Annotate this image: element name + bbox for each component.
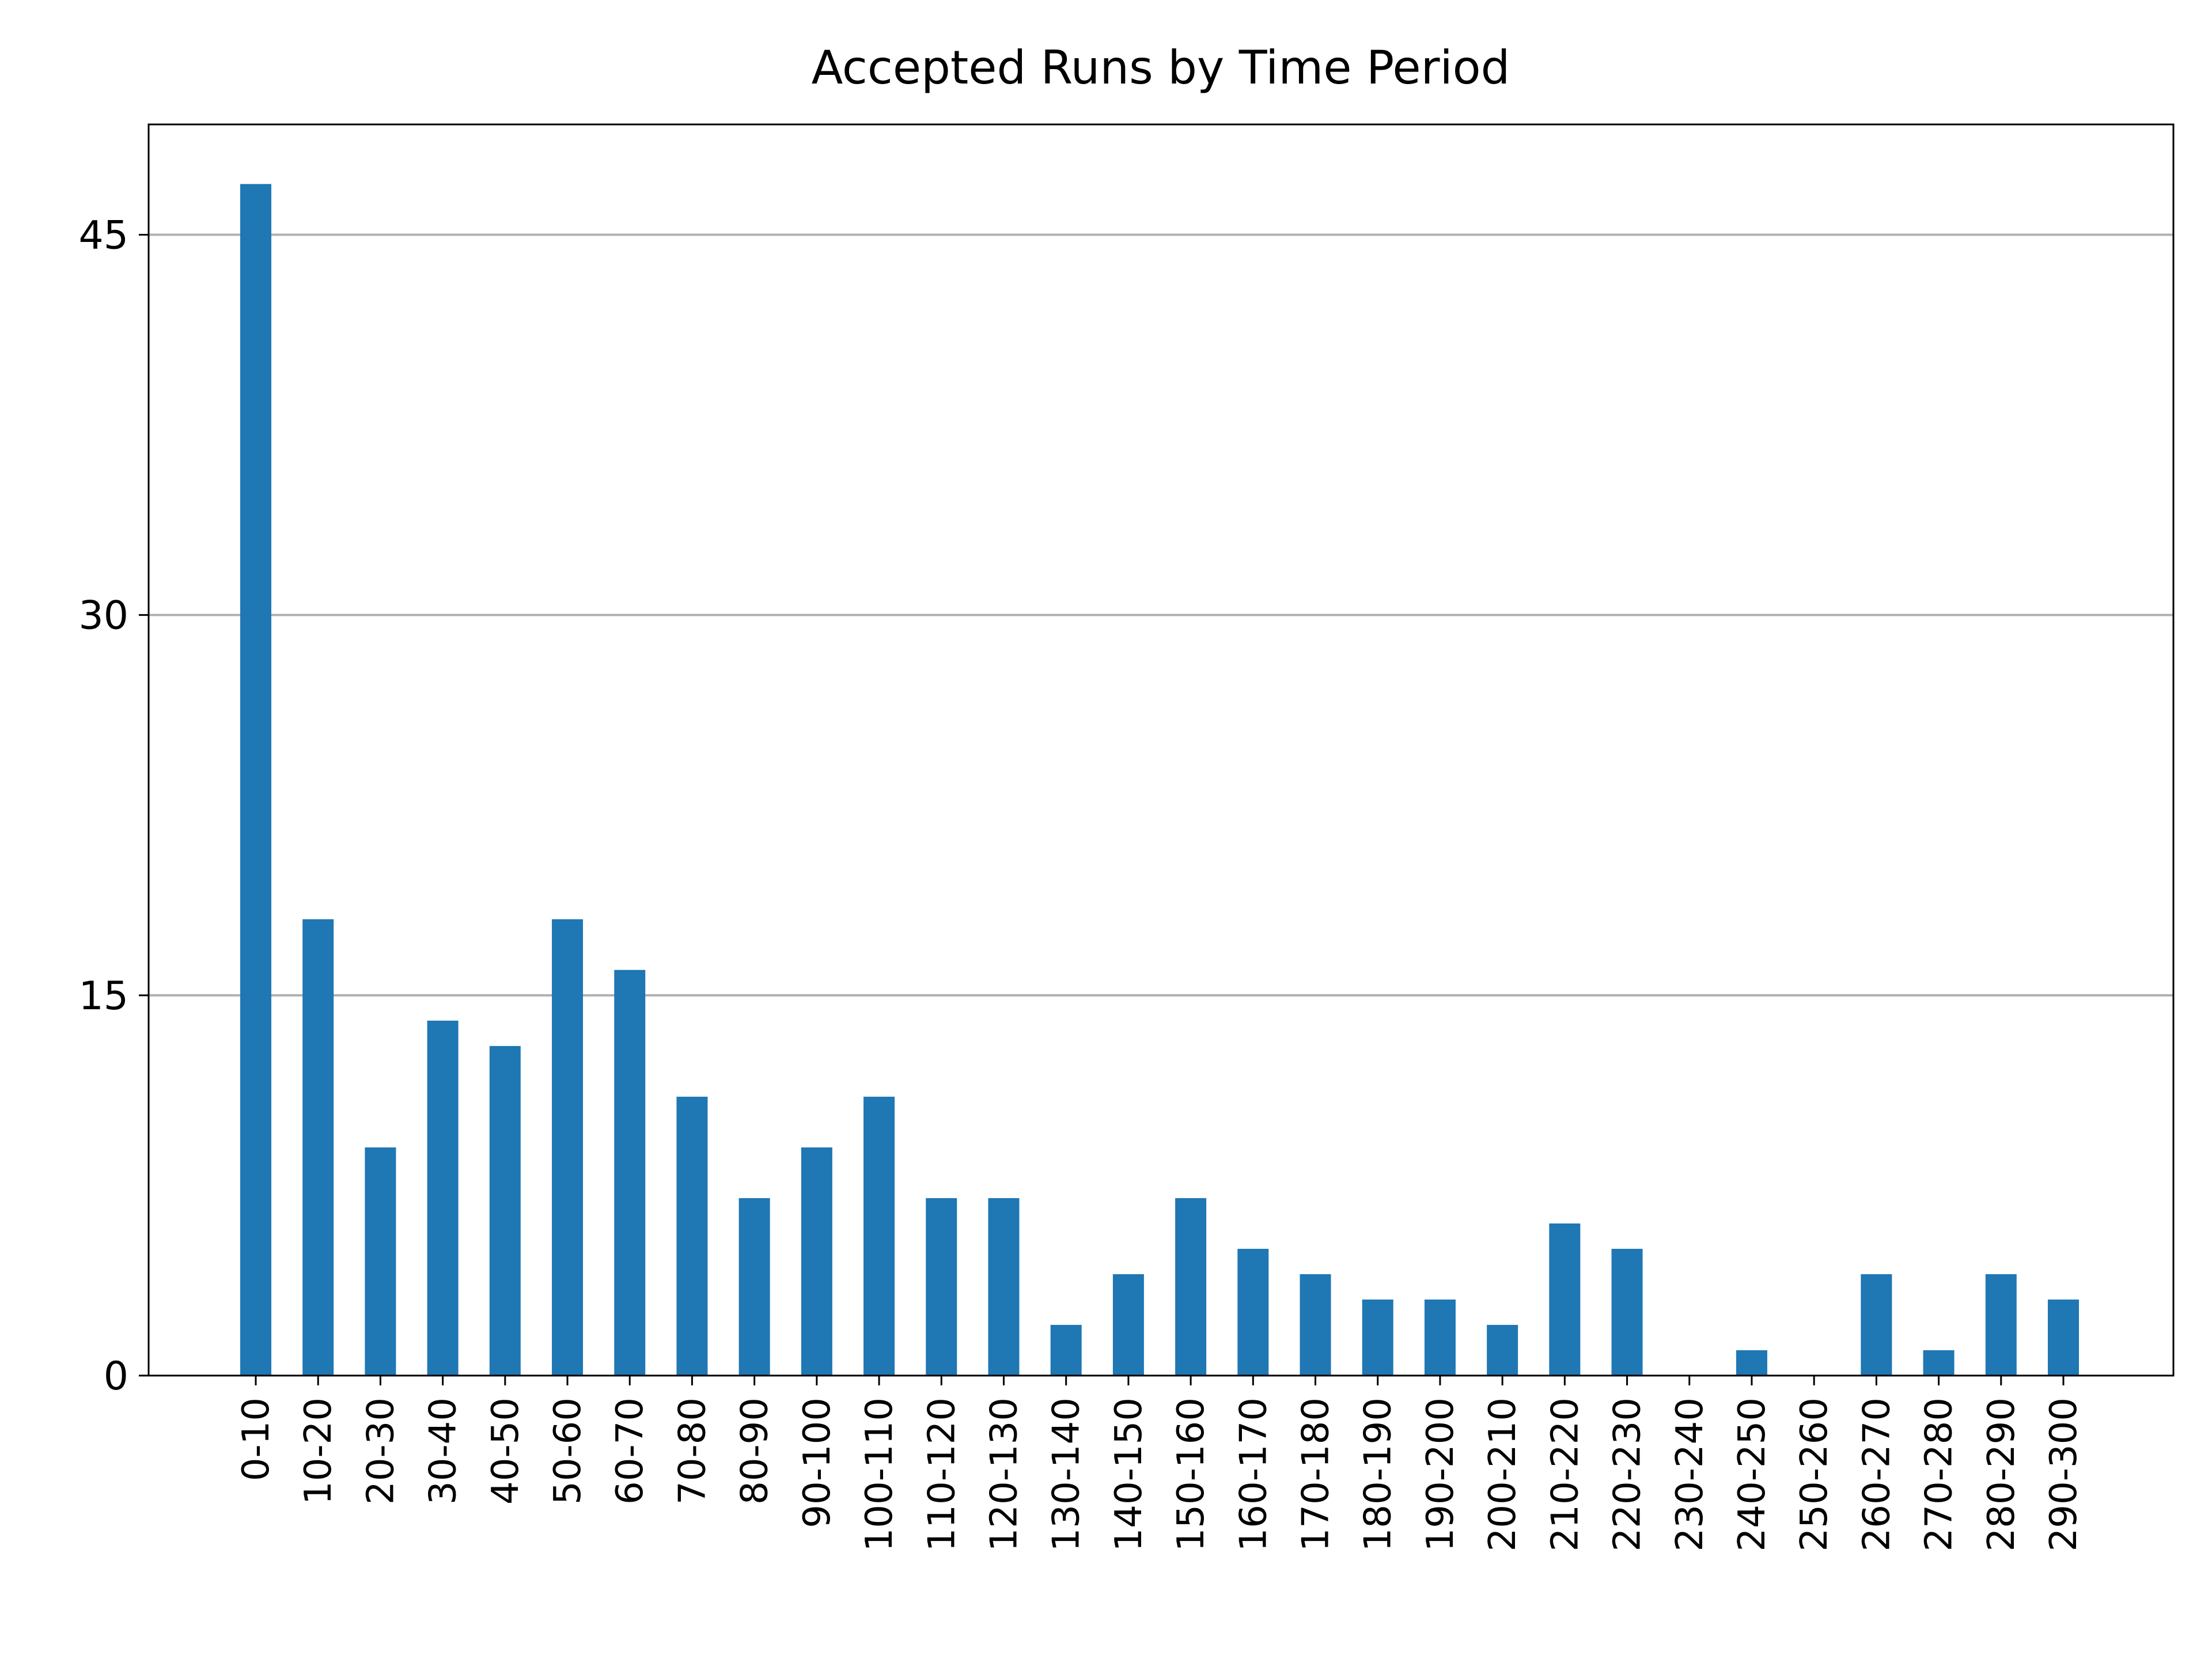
bar — [1861, 1274, 1892, 1376]
bar — [1362, 1299, 1393, 1376]
x-tick-label: 200-210 — [1482, 1397, 1524, 1551]
x-tick-label: 60-70 — [609, 1397, 652, 1505]
bar — [427, 1020, 459, 1376]
plot-frame — [147, 123, 2175, 1377]
x-tick-label: 210-220 — [1544, 1397, 1586, 1551]
x-tick-label: 140-150 — [1108, 1397, 1150, 1551]
y-tick-label: 45 — [78, 213, 128, 258]
bar — [1487, 1324, 1518, 1376]
bar — [1175, 1198, 1207, 1376]
x-tick-label: 150-160 — [1170, 1397, 1213, 1551]
bar — [614, 969, 646, 1376]
bar — [863, 1096, 895, 1376]
bar — [552, 919, 584, 1376]
x-tick-label: 190-200 — [1419, 1397, 1462, 1551]
x-tick-label: 0-10 — [235, 1397, 278, 1481]
x-tick-label: 100-110 — [858, 1397, 901, 1551]
bars — [240, 184, 2079, 1376]
bar — [676, 1096, 708, 1376]
bar — [1300, 1274, 1331, 1376]
x-tick-label: 240-250 — [1731, 1397, 1774, 1551]
bar — [240, 184, 271, 1376]
bar — [1985, 1274, 2017, 1376]
x-tick-label: 230-240 — [1669, 1397, 1711, 1551]
bar — [1549, 1223, 1581, 1376]
x-tick-label: 80-90 — [734, 1397, 777, 1505]
chart-title: Accepted Runs by Time Period — [812, 41, 1510, 94]
x-tick-label: 90-100 — [796, 1397, 839, 1528]
x-tick-label: 260-270 — [1855, 1397, 1898, 1551]
bar — [1736, 1350, 1767, 1376]
bar — [988, 1198, 1020, 1376]
gridlines — [149, 233, 2173, 997]
x-tick-label: 130-140 — [1046, 1397, 1088, 1551]
x-tick-label: 170-180 — [1295, 1397, 1338, 1551]
bar — [1424, 1299, 1456, 1376]
x-tick-label: 20-30 — [359, 1397, 402, 1505]
x-axis: 0-10 10-20 20-30 30-40 40-50 50-60 60-70 70-80 8… — [235, 1376, 2085, 1551]
x-tick-label: 40-50 — [484, 1397, 527, 1505]
x-tick-label: 270-280 — [1918, 1397, 1961, 1551]
bar — [926, 1198, 957, 1376]
x-tick-label: 120-130 — [983, 1397, 1025, 1551]
x-tick-label: 290-300 — [2043, 1397, 2085, 1551]
bar — [2048, 1299, 2079, 1376]
bar — [801, 1147, 832, 1376]
bar — [1237, 1248, 1269, 1376]
bar — [1050, 1324, 1082, 1376]
bar — [738, 1198, 770, 1376]
bar — [302, 919, 334, 1376]
y-tick-label: 30 — [78, 593, 128, 639]
bar — [1611, 1248, 1643, 1376]
x-tick-label: 220-230 — [1607, 1397, 1649, 1551]
x-tick-label: 50-60 — [547, 1397, 589, 1505]
x-tick-label: 110-120 — [921, 1397, 963, 1551]
y-axis: 0 15 30 45 — [78, 213, 149, 1399]
x-tick-label: 280-290 — [1980, 1397, 2023, 1551]
x-tick-label: 160-170 — [1232, 1397, 1275, 1551]
x-tick-label: 30-40 — [422, 1397, 465, 1505]
bar — [1923, 1350, 1955, 1376]
x-tick-label: 70-80 — [671, 1397, 714, 1505]
x-tick-label: 10-20 — [297, 1397, 340, 1505]
y-tick-label: 0 — [104, 1354, 128, 1399]
x-tick-label: 180-190 — [1357, 1397, 1400, 1551]
bar — [1112, 1274, 1144, 1376]
bar — [489, 1046, 521, 1376]
x-tick-label: 250-260 — [1793, 1397, 1836, 1551]
y-tick-label: 15 — [78, 974, 128, 1019]
bar — [365, 1147, 396, 1376]
